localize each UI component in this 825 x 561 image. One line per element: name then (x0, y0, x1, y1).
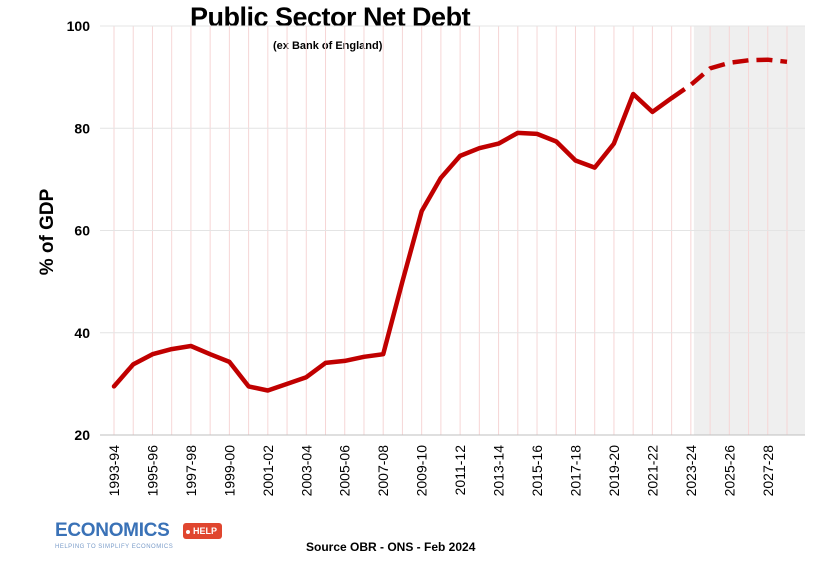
series-line-forecast (670, 57, 788, 100)
x-tick-label: 2007-08 (375, 445, 391, 497)
logo-tagline: HELPING TO SIMPLIFY ECONOMICS (55, 544, 174, 550)
x-axis-ticks: 1993-94 1995-96 1997-98 1999-00 2001-02 2003-… (106, 445, 776, 497)
horizontal-gridlines (100, 25, 805, 334)
x-tick-label: 2011-12 (452, 445, 468, 496)
x-tick-label: 2009-10 (414, 445, 430, 497)
y-tick-label: 60 (74, 223, 90, 239)
x-tick-label: 2003-04 (298, 445, 314, 497)
x-tick-label: 1997-98 (183, 445, 199, 497)
x-tick-label: 1999-00 (221, 445, 237, 497)
chart-subtitle: (ex Bank of England) (273, 40, 383, 52)
y-tick-label: 20 (74, 427, 90, 443)
x-tick-label: 2025-26 (721, 445, 737, 497)
x-tick-label: 2005-06 (337, 445, 353, 497)
y-tick-label: 100 (67, 18, 91, 34)
x-tick-label: 2023-24 (683, 445, 699, 497)
logo-help-badge: HELP (183, 523, 223, 539)
x-tick-label: 1995-96 (144, 445, 160, 497)
source-note: Source OBR - ONS - Feb 2024 (306, 540, 476, 554)
y-tick-label: 80 (74, 120, 90, 136)
y-tick-label: 40 (74, 325, 90, 341)
series-line-actual (111, 91, 674, 393)
economics-help-logo: ECONOMICS HELP HELPING TO SIMPLIFY ECONO… (55, 519, 225, 555)
y-axis-ticks: 20 40 60 80 100 (67, 18, 91, 443)
logo-wordmark: ECONOMICS (55, 520, 170, 541)
x-tick-label: 2013-14 (491, 445, 507, 497)
x-tick-label: 2017-18 (567, 445, 583, 497)
x-tick-label: 2001-02 (260, 445, 276, 497)
x-tick-label: 1993-94 (106, 445, 122, 497)
x-tick-label: 2015-16 (529, 445, 545, 497)
chart-title: Public Sector Net Debt (190, 2, 471, 32)
x-tick-label: 2027-28 (760, 445, 776, 497)
x-tick-label: 2021-22 (644, 445, 660, 497)
x-tick-label: 2019-20 (606, 445, 622, 497)
